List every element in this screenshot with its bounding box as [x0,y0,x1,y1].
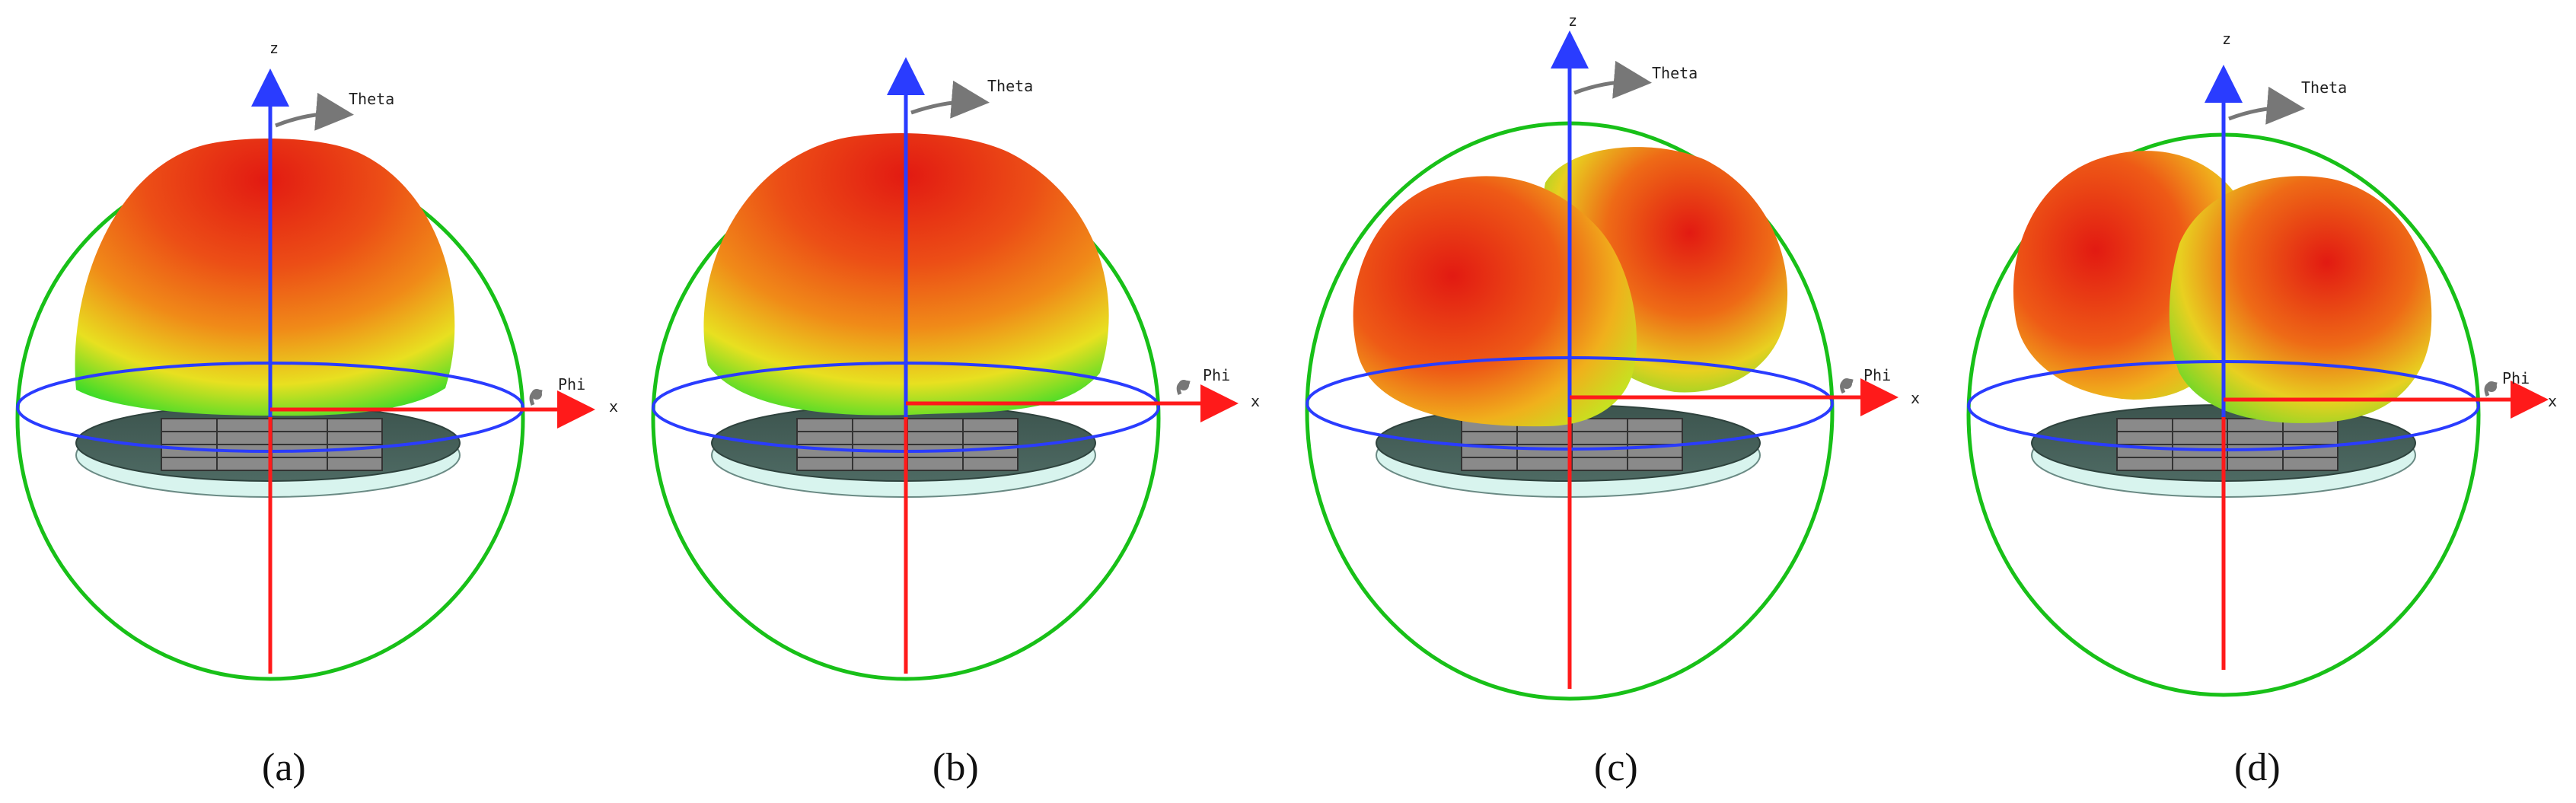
radiation-pattern [75,138,455,416]
x-label: x [1911,389,1920,407]
x-label: x [1251,392,1260,410]
panel-c: z Theta Phi x (c) [1305,11,1920,789]
theta-label: Theta [2301,78,2347,97]
panel-caption: (b) [933,746,979,789]
x-label: x [609,397,618,416]
radiation-lobe-right [2169,176,2432,423]
theta-arrow [275,92,354,131]
theta-arrow [910,80,990,119]
panel-caption: (d) [2234,746,2281,789]
panel-b: Theta Phi x (b) [651,57,1260,789]
panel-a: z Theta Phi x (a) [15,39,618,789]
phi-label: Phi [558,375,585,394]
panel-caption: (a) [262,746,306,789]
theta-label: Theta [987,77,1033,95]
z-label: z [1568,11,1577,30]
theta-label: Theta [349,90,394,108]
z-label: z [2222,30,2231,48]
phi-label: Phi [1863,366,1891,384]
x-label: x [2548,392,2557,410]
theta-arrow [1573,60,1652,99]
panel-d: z Theta Phi x (d) [1966,30,2557,789]
phi-label: Phi [2502,369,2530,387]
theta-arrow [2228,86,2305,125]
panel-caption: (c) [1594,746,1638,789]
theta-label: Theta [1652,64,1698,82]
z-label: z [269,39,279,57]
phi-label: Phi [1203,366,1230,384]
